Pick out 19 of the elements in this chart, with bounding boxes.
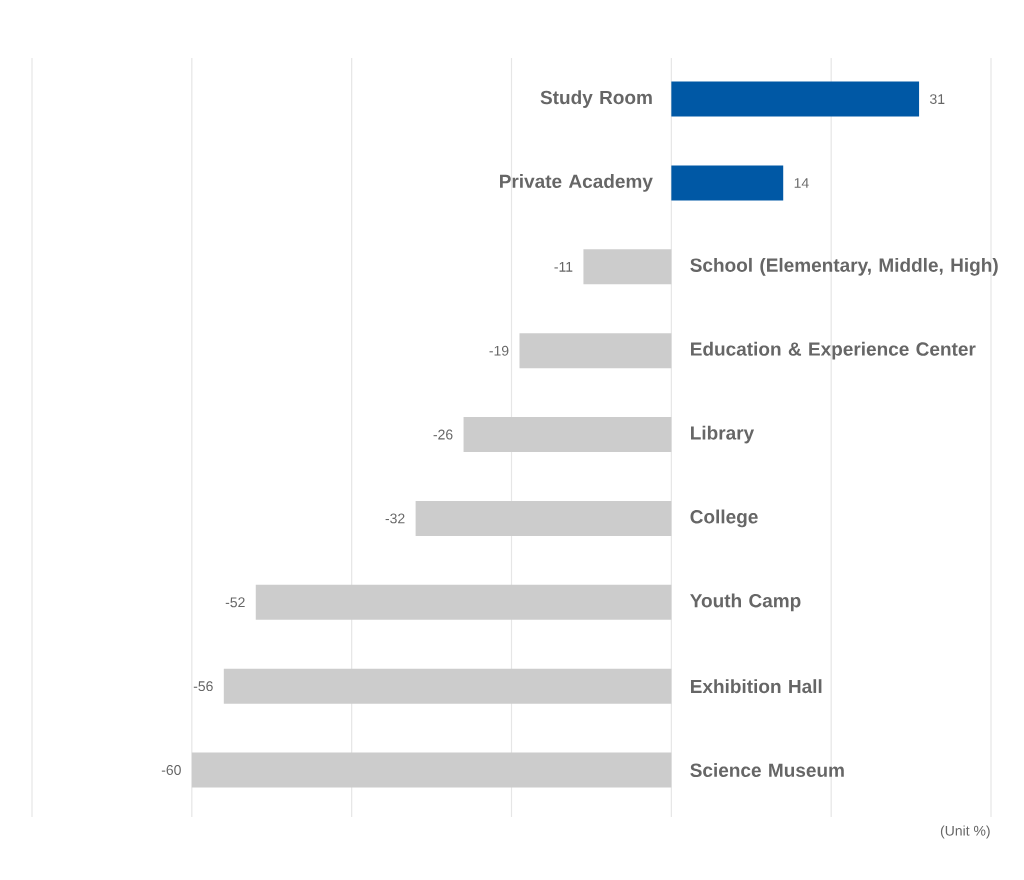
data-label: -32	[385, 513, 405, 524]
y-tick-label: Exhibition Hall	[691, 679, 822, 694]
y-tick-label: Education & Experience Center	[691, 341, 976, 360]
data-label: -19	[489, 345, 509, 356]
y-tick-label: Science Museum	[690, 763, 844, 778]
y-tick-label: Private Academy	[500, 174, 653, 192]
data-label: -56	[193, 681, 213, 692]
data-label: 31	[930, 94, 945, 105]
data-label: -60	[161, 765, 181, 775]
data-label: -11	[554, 262, 573, 272]
data-label: -26	[433, 429, 453, 440]
y-tick-label: Library	[691, 425, 755, 444]
data-label: 14	[794, 178, 809, 188]
y-tick-label: Study Room	[540, 90, 652, 108]
y-tick-label: Youth Camp	[690, 593, 801, 612]
y-tick-label: College	[690, 509, 758, 528]
y-tick-label: School (Elementary, Middle, High)	[690, 257, 998, 276]
data-label: -52	[225, 597, 245, 608]
text: (Unit %)	[940, 825, 990, 839]
